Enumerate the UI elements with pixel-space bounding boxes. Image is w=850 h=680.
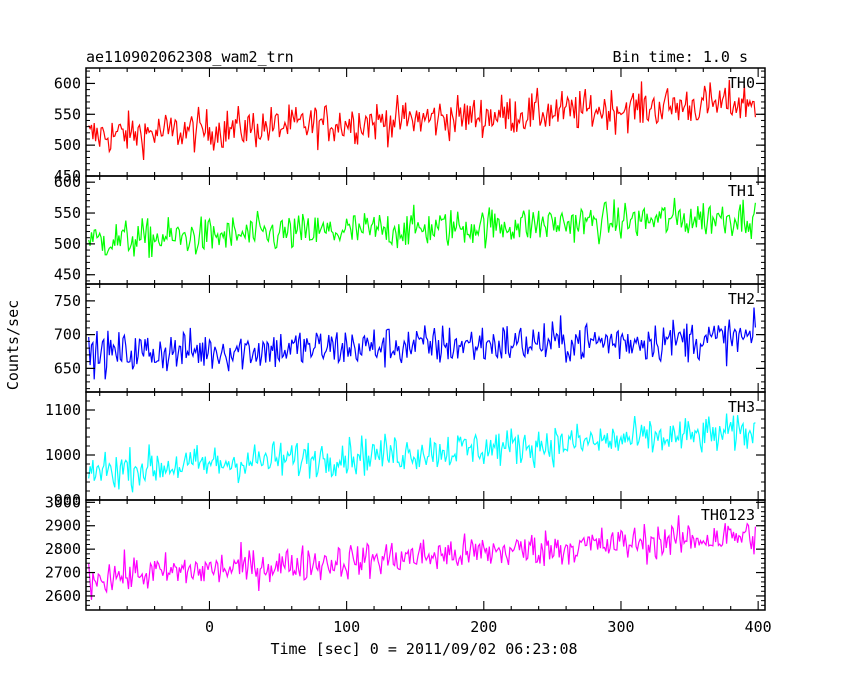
series-line-th0 (88, 79, 756, 161)
y-tick-label: 500 (54, 136, 81, 154)
bin-time-label: Bin time: 1.0 s (613, 48, 748, 66)
x-tick-label: 300 (607, 618, 634, 636)
y-tick-label: 450 (54, 167, 81, 185)
y-tick-label: 600 (54, 173, 81, 191)
panel-frame (85, 499, 766, 611)
y-tick-label: 3000 (45, 493, 81, 511)
x-tick-label: 0 (205, 618, 214, 636)
y-tick-label: 500 (54, 235, 81, 253)
y-tick-label: 650 (54, 359, 81, 377)
y-tick-label: 2700 (45, 564, 81, 582)
y-tick-label: 700 (54, 326, 81, 344)
y-tick-label: 750 (54, 292, 81, 310)
series-line-th3 (88, 413, 756, 493)
y-tick-label: 550 (54, 105, 81, 123)
panel-th0123: 2600 2700 2800 2900 3000 TH0123 (45, 493, 766, 611)
panel-th2: 650 700 750 TH2 (54, 283, 766, 393)
y-axis-title: Counts/sec (4, 300, 22, 390)
panel-label-th0: TH0 (728, 74, 755, 92)
panel-label-th3: TH3 (728, 398, 755, 416)
x-tick-label: 200 (470, 618, 497, 636)
series-line-th0123 (88, 515, 756, 600)
y-tick-label: 1000 (45, 446, 81, 464)
y-tick-label: 2800 (45, 540, 81, 558)
y-tick-label: 1100 (45, 401, 81, 419)
panel-label-th0123: TH0123 (701, 506, 755, 524)
chart-title: ae110902062308_wam2_trn (86, 48, 294, 66)
series-line-th2 (88, 307, 756, 380)
y-tick-label: 450 (54, 266, 81, 284)
panel-th1: 450 500 550 600 TH1 (54, 173, 766, 285)
y-tick-label: 2600 (45, 587, 81, 605)
y-tick-label: 600 (54, 74, 81, 92)
series-line-th1 (88, 197, 756, 258)
x-tick-label: 100 (333, 618, 360, 636)
x-tick-label: 400 (745, 618, 772, 636)
x-axis-title: Time [sec] 0 = 2011/09/02 06:23:08 (270, 640, 577, 658)
panel-label-th1: TH1 (728, 182, 755, 200)
panel-th0: 450 500 550 600 TH0 (54, 67, 766, 185)
panel-frame (85, 67, 766, 177)
panel-label-th2: TH2 (728, 290, 755, 308)
y-tick-label: 2900 (45, 517, 81, 535)
panel-th3: 900 1000 1100 TH3 (45, 391, 766, 509)
y-tick-label: 900 (54, 491, 81, 509)
y-tick-label: 550 (54, 204, 81, 222)
